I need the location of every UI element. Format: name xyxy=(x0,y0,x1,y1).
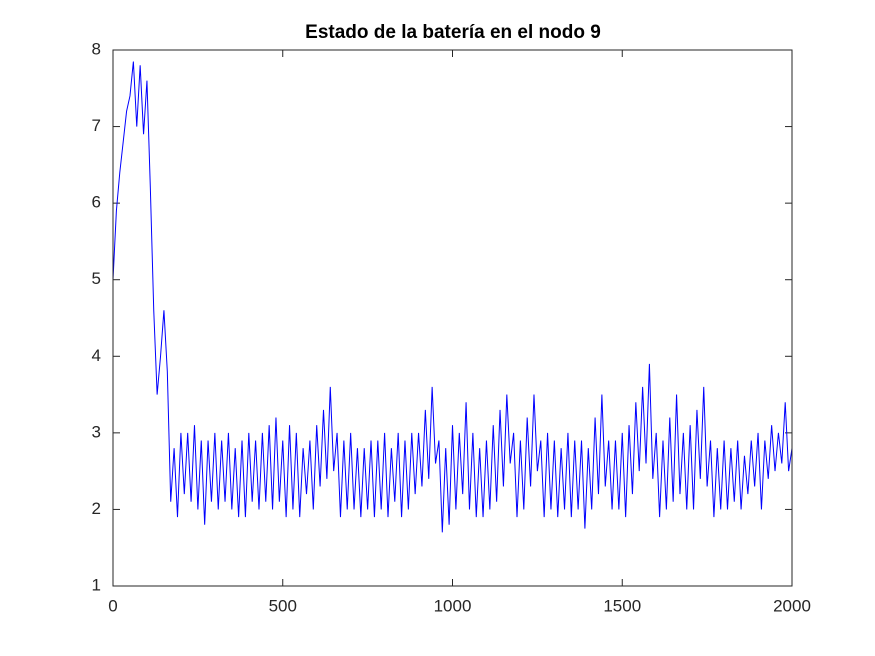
y-tick-label: 8 xyxy=(92,39,101,58)
y-tick-label: 4 xyxy=(92,346,101,365)
axes-box xyxy=(112,49,793,587)
x-tick-label: 2000 xyxy=(773,596,811,615)
y-tick-label: 1 xyxy=(92,575,101,594)
x-tick-label: 0 xyxy=(108,596,117,615)
x-tick-label: 500 xyxy=(269,596,297,615)
data-line xyxy=(112,61,793,533)
x-tick-label: 1500 xyxy=(603,596,641,615)
y-tick-label: 2 xyxy=(92,499,101,518)
y-tick-label: 3 xyxy=(92,422,101,441)
x-tick-label: 1000 xyxy=(434,596,472,615)
y-tick-label: 7 xyxy=(92,116,101,135)
y-tick-label: 6 xyxy=(92,193,101,212)
chart-title: Estado de la batería en el nodo 9 xyxy=(305,22,601,43)
y-tick-label: 5 xyxy=(92,269,101,288)
